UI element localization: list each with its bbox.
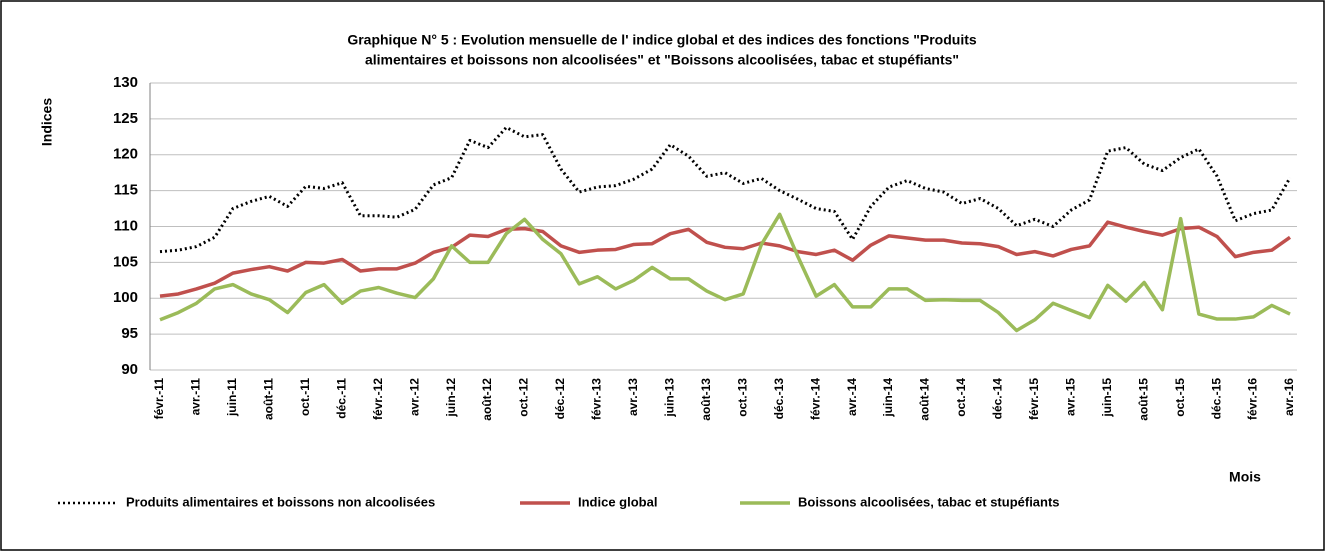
x-tick-label: févr.-13 [590, 378, 604, 420]
series-line [159, 212, 1291, 333]
x-tick-label: août-11 [262, 378, 276, 420]
y-tick-label: 90 [121, 361, 138, 378]
x-tick-label: juin-13 [662, 378, 676, 418]
x-tick-label: août-14 [918, 378, 932, 421]
y-tick-label: 120 [113, 146, 138, 163]
x-tick-label: juin-11 [225, 378, 239, 417]
x-tick-label: oct.-11 [298, 378, 312, 416]
x-tick-label: oct.-12 [517, 378, 531, 417]
x-tick-label: déc.-15 [1209, 378, 1223, 420]
y-tick-label: 95 [121, 325, 138, 342]
legend-label: Boissons alcoolisées, tabac et stupéfian… [798, 494, 1060, 509]
y-tick-label: 110 [114, 217, 138, 234]
x-tick-label: juin-14 [881, 378, 895, 418]
x-tick-label: août-12 [480, 378, 494, 421]
x-tick-label: avr.-15 [1063, 378, 1077, 416]
y-tick-label: 130 [113, 74, 138, 91]
y-tick-label: 100 [113, 289, 138, 306]
x-tick-label: oct.-14 [954, 378, 968, 417]
chart-title: Graphique N° 5 : Evolution mensuelle de … [347, 32, 977, 48]
x-tick-label: févr.-14 [808, 378, 822, 420]
x-tick-label: févr.-11 [152, 378, 166, 420]
y-tick-label: 125 [113, 110, 138, 127]
x-tick-label: déc.-13 [772, 378, 786, 420]
x-axis-label: Mois [1229, 469, 1261, 485]
x-tick-label: avr.-13 [626, 378, 640, 416]
x-tick-label: déc.-11 [334, 378, 348, 419]
x-tick-label: avr.-11 [189, 378, 203, 416]
x-tick-label: déc.-12 [553, 378, 567, 420]
x-tick-label: févr.-16 [1246, 378, 1260, 420]
x-tick-label: juin-12 [444, 378, 458, 418]
series-line [159, 220, 1292, 298]
x-tick-label: avr.-16 [1282, 378, 1296, 416]
series-line [159, 125, 1292, 254]
x-tick-label: août-13 [699, 378, 713, 421]
x-tick-label: août-15 [1136, 378, 1150, 421]
legend-label: Indice global [578, 494, 657, 509]
legend-label: Produits alimentaires et boissons non al… [126, 494, 435, 509]
x-tick-label: oct.-15 [1173, 378, 1187, 417]
x-tick-label: févr.-12 [371, 378, 385, 420]
chart-subtitle: alimentaires et boissons non alcoolisées… [365, 52, 959, 68]
x-tick-label: avr.-14 [845, 378, 859, 416]
y-tick-label: 105 [113, 253, 138, 270]
x-tick-label: déc.-14 [991, 378, 1005, 420]
x-tick-label: avr.-12 [407, 378, 421, 416]
x-tick-label: oct.-13 [735, 378, 749, 417]
y-axis-label: Indices [39, 98, 55, 146]
y-tick-label: 115 [114, 182, 138, 199]
x-tick-label: févr.-15 [1027, 378, 1041, 420]
x-tick-label: juin-15 [1100, 378, 1114, 418]
